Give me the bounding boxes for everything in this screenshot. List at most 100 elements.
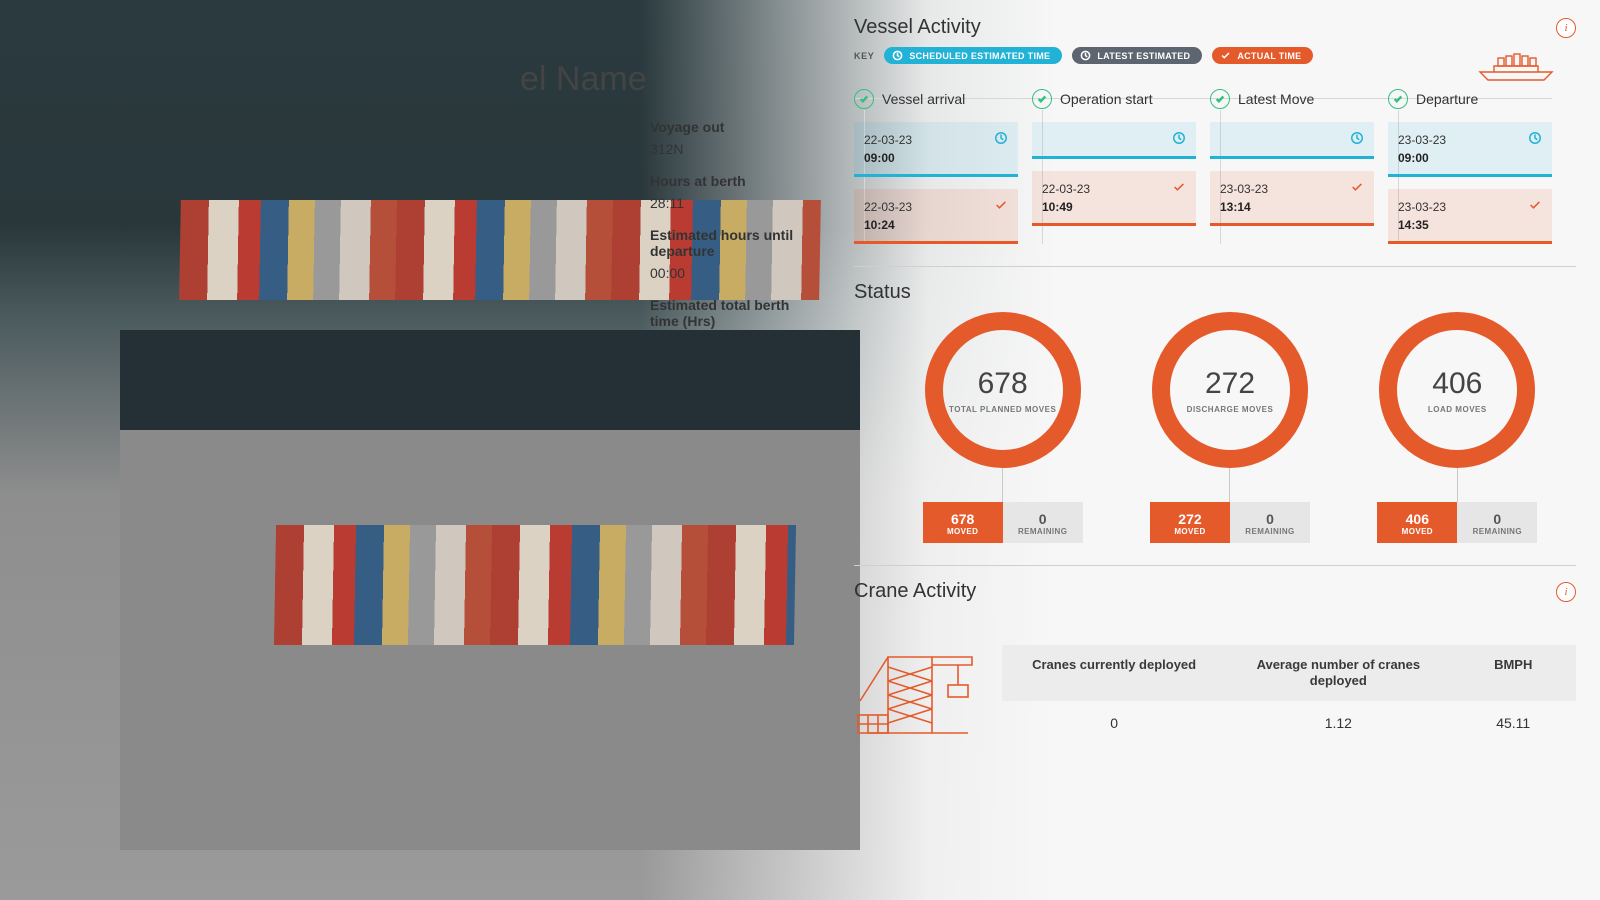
section-divider bbox=[854, 266, 1576, 267]
moved-box: 272 Moved bbox=[1150, 502, 1230, 543]
info-button[interactable]: i bbox=[1556, 18, 1576, 38]
crane-icon bbox=[854, 629, 984, 739]
stage-name: Latest Move bbox=[1238, 91, 1314, 107]
slot-time: 14:35 bbox=[1398, 218, 1429, 232]
remaining-value: 0 bbox=[1461, 511, 1533, 527]
stage-name: Vessel arrival bbox=[882, 91, 965, 107]
ring-boxes: 406 Moved 0 Remaining bbox=[1377, 502, 1537, 543]
moved-box: 406 Moved bbox=[1377, 502, 1457, 543]
scheduled-slot bbox=[1210, 122, 1374, 159]
status-ring-col: 272 Discharge Moves 272 Moved 0 Remainin… bbox=[1131, 312, 1328, 543]
legend-chip-latest: Latest Estimated bbox=[1072, 47, 1202, 64]
clock-icon bbox=[1528, 131, 1542, 145]
ship-icon bbox=[1474, 48, 1564, 82]
ring-value: 678 bbox=[978, 367, 1028, 401]
slot-date: 22-03-23 bbox=[1042, 182, 1090, 196]
slot-date: 23-03-23 bbox=[1398, 200, 1446, 214]
legend-chip-actual: Actual Time bbox=[1212, 47, 1313, 64]
crane-col-header: Average number of cranes deployed bbox=[1226, 645, 1450, 702]
overlay-row: Voyage out 312N bbox=[650, 119, 810, 157]
ring-value: 406 bbox=[1432, 367, 1482, 401]
overlay-row: Hours at berth 28:11 bbox=[650, 173, 810, 211]
section-divider bbox=[854, 565, 1576, 566]
ring-stem bbox=[1229, 468, 1230, 502]
clock-icon bbox=[1080, 50, 1091, 61]
status-ring-col: 678 Total Planned Moves 678 Moved 0 Rema… bbox=[904, 312, 1101, 543]
check-icon bbox=[994, 198, 1008, 212]
remaining-label: Remaining bbox=[1234, 527, 1306, 536]
crane-col-header: Cranes currently deployed bbox=[1002, 645, 1226, 702]
status-ok-icon bbox=[1032, 89, 1052, 109]
clock-icon bbox=[994, 131, 1008, 145]
actual-slot: 23-03-23 13:14 bbox=[1210, 171, 1374, 226]
info-button[interactable]: i bbox=[1556, 582, 1576, 602]
ring-label: Load Moves bbox=[1428, 405, 1487, 414]
status-rings: 678 Total Planned Moves 678 Moved 0 Rema… bbox=[904, 312, 1556, 543]
legend-key-label: KEY bbox=[854, 51, 874, 61]
crane-cell: 1.12 bbox=[1226, 701, 1450, 739]
overlay-label: Estimated total berth time (Hrs) bbox=[650, 297, 810, 329]
legend-chip-label: Scheduled Estimated Time bbox=[909, 51, 1050, 61]
legend-chip-scheduled: Scheduled Estimated Time bbox=[884, 47, 1062, 64]
ring-stem bbox=[1002, 468, 1003, 502]
scheduled-slot: 23-03-2309:00 bbox=[1388, 122, 1552, 177]
dashboard-panel: Vessel Activity i KEY Scheduled Estimate… bbox=[840, 0, 1600, 900]
ring-label: Total Planned Moves bbox=[949, 405, 1056, 414]
overlay-value: 28:11 bbox=[650, 195, 810, 211]
slot-time: 10:49 bbox=[1042, 200, 1073, 214]
stage-name: Departure bbox=[1416, 91, 1478, 107]
slot-time: 13:14 bbox=[1220, 200, 1251, 214]
moved-box: 678 Moved bbox=[923, 502, 1003, 543]
timeline-stage: Latest Move 23-03-23 13:14 bbox=[1210, 88, 1374, 244]
overlay-row: Estimated hours until departure 00:00 bbox=[650, 227, 810, 281]
actual-slot: 22-03-23 10:49 bbox=[1032, 171, 1196, 226]
remaining-label: Remaining bbox=[1461, 527, 1533, 536]
timeline-stage: Operation start 22-03-2310:49 bbox=[1032, 88, 1196, 244]
bg-containers-row bbox=[274, 525, 796, 645]
slot-date: 22-03-23 bbox=[864, 133, 912, 147]
timeline-stage: Departure 23-03-2309:00 23-03-23 14:35 bbox=[1388, 88, 1552, 244]
slot-time: 10:24 bbox=[864, 218, 895, 232]
scheduled-slot: 22-03-23 09:00 bbox=[854, 122, 1018, 177]
status-ring-col: 406 Load Moves 406 Moved 0 Remaining bbox=[1359, 312, 1556, 543]
crane-row: Cranes currently deployed Average number… bbox=[854, 629, 1576, 739]
clock-icon bbox=[892, 50, 903, 61]
moved-label: Moved bbox=[1381, 527, 1453, 536]
status-ok-icon bbox=[1388, 89, 1408, 109]
status-ok-icon bbox=[1210, 89, 1230, 109]
clock-icon bbox=[1172, 131, 1186, 145]
slot-time: 09:00 bbox=[864, 151, 895, 165]
slot-date: 22-03-23 bbox=[864, 200, 912, 214]
ring-boxes: 678 Moved 0 Remaining bbox=[923, 502, 1083, 543]
crane-col-header: BMPH bbox=[1450, 645, 1576, 702]
overlay-label: Estimated hours until departure bbox=[650, 227, 810, 259]
moved-value: 406 bbox=[1381, 511, 1453, 527]
crane-table: Cranes currently deployed Average number… bbox=[1002, 645, 1576, 740]
remaining-box: 0 Remaining bbox=[1230, 502, 1310, 543]
ring-value: 272 bbox=[1205, 367, 1255, 401]
actual-slot: 23-03-23 14:35 bbox=[1388, 189, 1552, 244]
section-header: Vessel Activity i bbox=[854, 16, 1576, 39]
remaining-value: 0 bbox=[1007, 511, 1079, 527]
status-ring: 272 Discharge Moves bbox=[1152, 312, 1308, 468]
legend-chip-label: Latest Estimated bbox=[1097, 51, 1190, 61]
status-ring: 406 Load Moves bbox=[1379, 312, 1535, 468]
slot-time: 09:00 bbox=[1398, 151, 1429, 165]
timeline-stage: Vessel arrival 22-03-23 09:00 22-03-23 10:… bbox=[854, 88, 1018, 244]
ring-boxes: 272 Moved 0 Remaining bbox=[1150, 502, 1310, 543]
section-title: Vessel Activity bbox=[854, 16, 981, 39]
remaining-box: 0 Remaining bbox=[1003, 502, 1083, 543]
scheduled-slot bbox=[1032, 122, 1196, 159]
overlay-row: Estimated total berth time (Hrs) bbox=[650, 297, 810, 335]
legend-row: KEY Scheduled Estimated Time Latest Esti… bbox=[854, 47, 1576, 64]
slot-date: 23-03-23 bbox=[1220, 182, 1268, 196]
crane-cell: 0 bbox=[1002, 701, 1226, 739]
section-title: Crane Activity bbox=[854, 580, 976, 603]
section-title: Status bbox=[854, 281, 1576, 304]
moved-label: Moved bbox=[1154, 527, 1226, 536]
vessel-name-title: el Name bbox=[520, 60, 810, 99]
overlay-label: Hours at berth bbox=[650, 173, 810, 189]
remaining-label: Remaining bbox=[1007, 527, 1079, 536]
overlay-label: Voyage out bbox=[650, 119, 810, 135]
actual-slot: 22-03-23 10:24 bbox=[854, 189, 1018, 244]
